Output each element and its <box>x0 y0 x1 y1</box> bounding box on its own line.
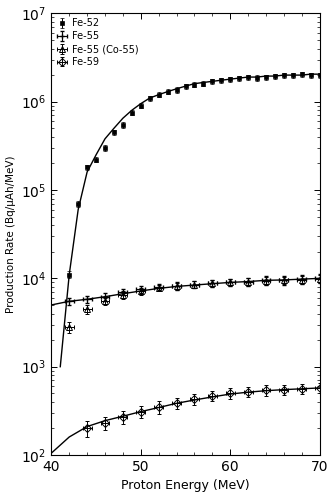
X-axis label: Proton Energy (MeV): Proton Energy (MeV) <box>121 480 250 493</box>
Legend: Fe-52, Fe-55, Fe-55 (Co-55), Fe-59: Fe-52, Fe-55, Fe-55 (Co-55), Fe-59 <box>54 16 140 69</box>
Y-axis label: Production Rate (Bq/μAh/MeV): Production Rate (Bq/μAh/MeV) <box>6 155 16 313</box>
